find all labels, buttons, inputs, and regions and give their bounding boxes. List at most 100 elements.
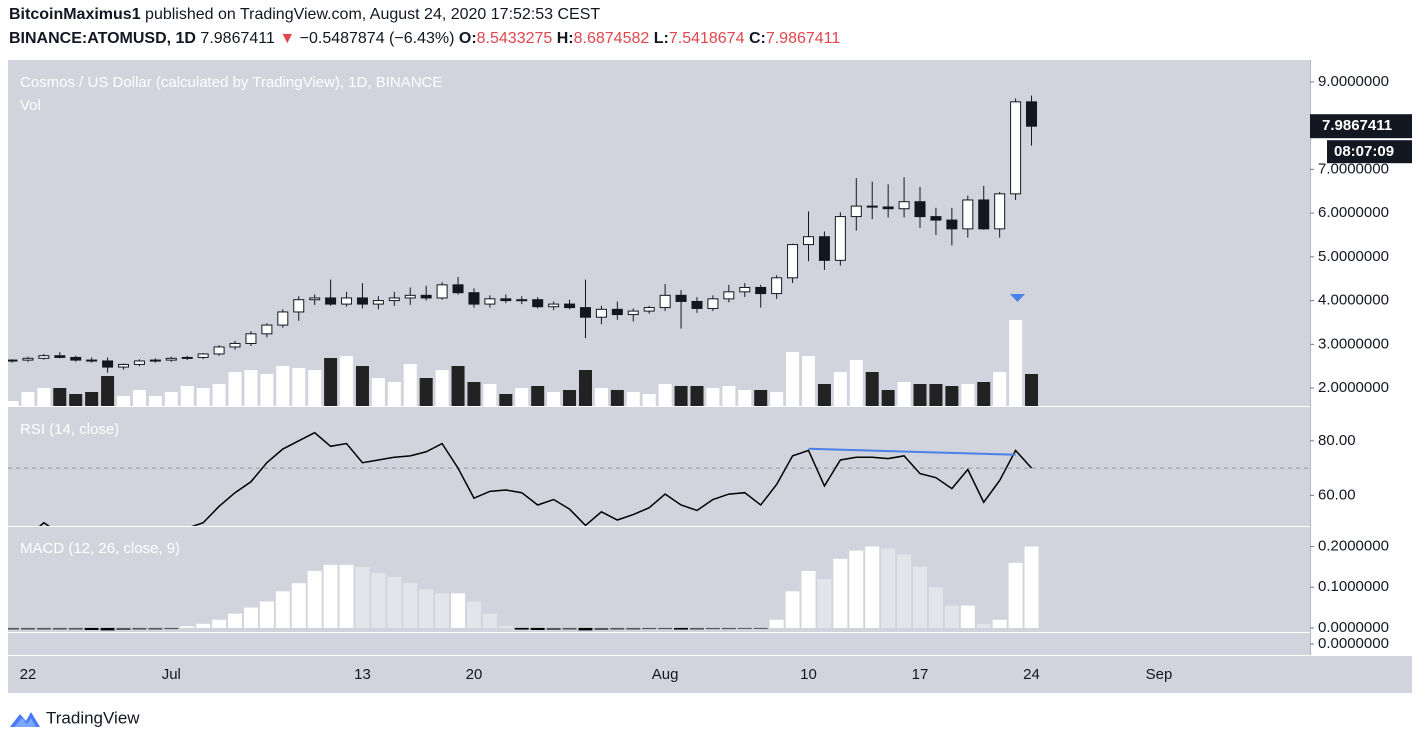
macd-bar [785,591,800,628]
macd-bar [817,579,832,628]
ohlc-value: 7.9867411 [765,30,841,47]
volume-bar [738,390,752,406]
macd-bar [243,607,258,628]
volume-bar [690,386,704,406]
logo [14,718,36,727]
y-tick-label: 80.00 [1318,432,1356,449]
y-tick-label: 4.0000000 [1318,292,1389,309]
macd-bar [992,619,1007,628]
candle-body [181,356,193,359]
countdown-box [1327,140,1412,164]
rsi-line [38,431,1033,526]
x-tick-label: 10 [800,666,817,683]
volume-bar [483,384,497,406]
macd-bar [482,613,497,628]
y-tick-label: 0.0000000 [1318,619,1389,636]
macd-bar [8,627,19,630]
candle-body [500,298,512,302]
candle-body [261,324,273,335]
volume-bar [148,396,162,406]
candle-body [341,297,353,305]
macd-bar [466,601,481,628]
volume-bar [467,382,481,406]
candle-body [468,292,480,305]
macd-bar [419,589,434,628]
macd-bar [976,623,991,628]
ohlc-prefix: C: [748,30,766,47]
candle-body [675,294,687,302]
volume-bar [897,382,911,406]
y-tick-label: 7.0000000 [1318,160,1389,177]
volume-bar [817,384,831,406]
candle-body [293,299,305,313]
y-tick-label: 3.0000000 [1318,335,1389,352]
candle-body [946,219,958,230]
candle-body [484,298,496,305]
macd-bar [451,593,466,628]
candle-body [325,297,337,305]
price-pane [8,95,1039,406]
volume-bar [531,386,545,406]
candle-body [755,286,767,295]
candle-body [452,284,464,294]
candle-body [771,277,783,295]
volume-bar [626,392,640,406]
volume-bar [977,382,991,406]
x-tick-label: 22 [20,666,37,683]
candle-body [436,284,448,299]
candle-body [165,357,177,361]
footer-logo [10,712,40,727]
macd-bar [610,627,625,630]
candle-body [372,300,384,305]
macd-bar [562,627,577,630]
candle-body [118,363,130,368]
volume-bar [547,392,561,406]
volume-bar [212,384,226,406]
candle-body [978,199,990,230]
volume-bar [1025,374,1039,406]
x-tick-label: Jul [162,666,181,683]
volume-bar [228,372,242,406]
macd-bar [180,626,195,628]
macd-bar [594,627,609,630]
candle-body [579,307,591,318]
candle-body [739,286,751,293]
macd-bar [132,627,147,630]
macd-bar [20,627,35,630]
macd-bar [514,627,529,630]
volume-bar [865,372,879,406]
candle-body [914,201,926,218]
volume-bar [164,392,178,406]
x-tick-label: 24 [1023,666,1040,683]
volume-bar [117,396,131,406]
volume-bar [435,370,449,406]
y-tick-label: 9.0000000 [1318,73,1389,90]
last-price: 7.9867411 [200,30,275,47]
volume-bar [754,390,768,406]
macd-bar [100,627,115,631]
volume-bar [292,368,306,406]
candle-body [850,205,862,218]
volume-bar [355,366,369,406]
x-tick-label: Aug [652,666,679,683]
macd-bar [36,627,51,630]
macd-bar [753,627,768,629]
pane-title: MACD (12, 26, close, 9) [20,540,180,557]
chart-background [8,60,1412,693]
macd-bar [578,627,593,631]
macd-bar [196,623,211,628]
macd-bar [498,625,513,628]
header-line: BINANCE:ATOMUSD, 1D 7.9867411 ▼ −0.54878… [9,30,840,48]
volume-bar [610,390,624,406]
macd-bar [371,572,386,628]
volume-bar [578,370,592,406]
volume-bar [945,386,959,406]
macd-bar [530,627,545,630]
candle-body [595,308,607,318]
candle-body [213,346,225,355]
x-tick-label: 17 [912,666,929,683]
candle-body [277,311,289,326]
volume-bar [403,364,417,406]
candle-body [834,216,846,261]
